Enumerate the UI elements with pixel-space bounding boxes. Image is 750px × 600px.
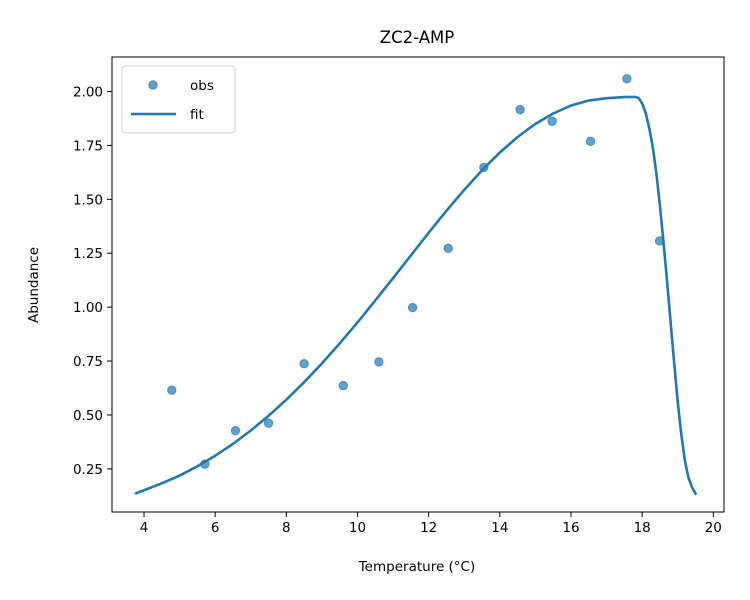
obs-point: [622, 74, 632, 84]
y-tick-label: 1.00: [73, 300, 103, 316]
legend: obs fit: [121, 65, 236, 134]
x-tick-label: 18: [634, 520, 651, 536]
obs-point: [338, 380, 348, 391]
obs-point: [200, 459, 210, 469]
fit-line: [134, 95, 698, 496]
legend-box: [121, 65, 236, 134]
obs-point: [479, 162, 489, 173]
obs-point: [230, 426, 241, 436]
obs-point: [167, 385, 177, 395]
x-tick-label: 20: [705, 520, 722, 536]
axes-frame: [111, 56, 725, 513]
y-tick-label: 2.00: [73, 85, 103, 101]
x-tick-label: 16: [562, 520, 579, 536]
x-tick-label: 6: [211, 520, 220, 536]
obs-point: [443, 243, 453, 253]
obs-point: [407, 302, 418, 313]
x-tick-label: 14: [491, 520, 508, 536]
x-tick-label: 10: [349, 520, 366, 536]
x-axis-label: Temperature (°C): [358, 559, 476, 575]
legend-obs-marker: [148, 80, 158, 90]
y-tick-label: 0.75: [73, 354, 103, 370]
obs-point: [654, 236, 665, 246]
obs-point: [547, 116, 557, 126]
y-tick-label: 0.25: [73, 462, 103, 478]
obs-point: [374, 357, 384, 367]
x-tick-label: 12: [420, 520, 437, 536]
y-axis-label: Abundance: [26, 247, 42, 323]
y-tick-label: 0.50: [73, 408, 103, 424]
obs-point: [299, 358, 309, 369]
y-tick-label: 1.50: [73, 192, 103, 208]
x-tick-label: 4: [140, 520, 149, 536]
y-tick-label: 1.25: [73, 246, 103, 262]
obs-point: [585, 136, 596, 147]
legend-fit-label: fit: [190, 107, 204, 123]
obs-point: [515, 104, 525, 115]
legend-obs-label: obs: [190, 78, 214, 94]
x-tick-label: 8: [282, 520, 291, 536]
y-tick-label: 1.75: [73, 138, 103, 154]
plot-area: 4 6 8 10 12 14 16 18 20 0.25 0.50 0.75 1.00 1.25 1.50 1…: [73, 56, 725, 536]
obs-point: [263, 418, 274, 428]
chart-title: ZC2-AMP: [380, 28, 454, 47]
